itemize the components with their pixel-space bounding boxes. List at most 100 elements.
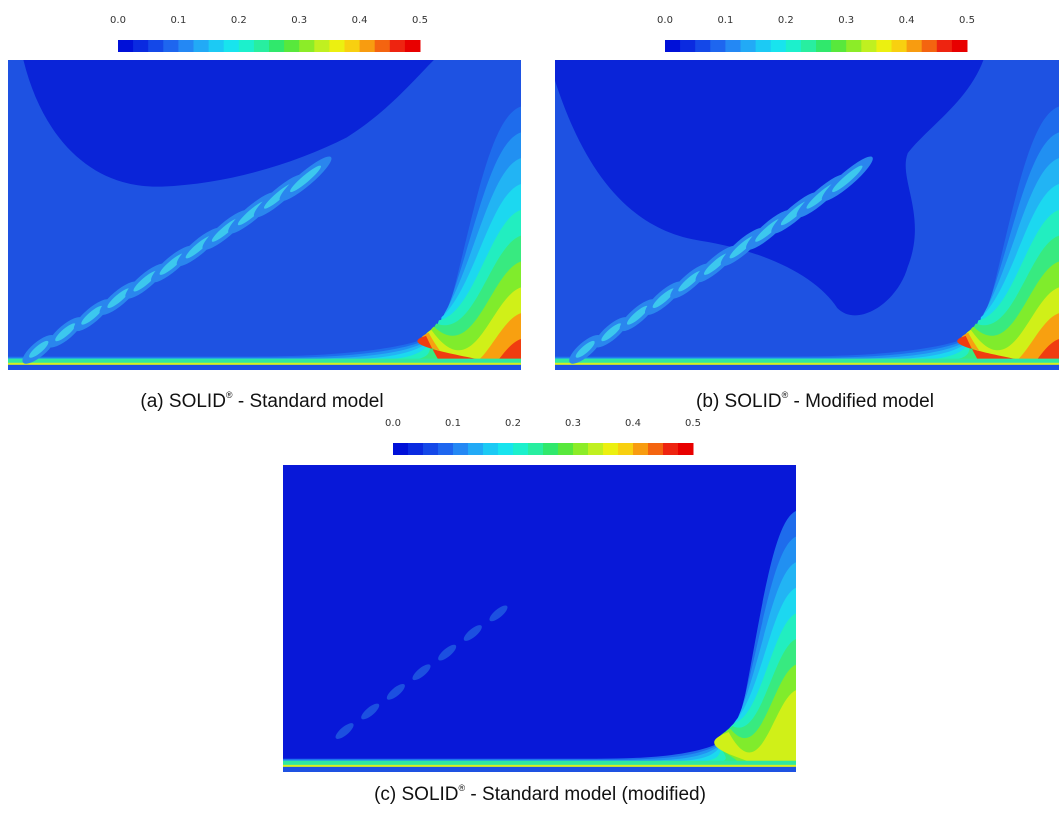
colorbar-segment (680, 40, 696, 52)
colorbar-segment (329, 40, 345, 52)
colorbar-segment (740, 40, 757, 52)
colorbar-segment (800, 40, 817, 52)
colorbar-segment (404, 40, 421, 52)
colorbar-tick-label: 0.4 (352, 15, 368, 26)
colorbar-segment (223, 40, 240, 52)
caption-rest: - Modified model (788, 391, 934, 412)
colorbar-segment (710, 40, 726, 52)
colorbar-segment (314, 40, 330, 52)
blob-core (55, 323, 76, 342)
boundary-layer (555, 364, 1059, 370)
colorbar-segment (118, 40, 134, 52)
colorbar-segment (543, 443, 559, 455)
contour-plot (8, 60, 522, 370)
colorbar-tick-label: 0.3 (291, 15, 307, 26)
colorbar-segment (208, 40, 225, 52)
colorbar-segment (558, 443, 574, 455)
colorbar-segment (921, 40, 938, 52)
colorbar-segment (618, 443, 634, 455)
colorbar-segment (951, 40, 968, 52)
caption: (a) SOLID® - Standard model (140, 390, 383, 412)
boundary-layer (8, 362, 521, 366)
colorbar-tick-label: 0.3 (565, 418, 581, 429)
blob-core (107, 288, 131, 309)
blob (463, 625, 482, 641)
colorbar-segment (344, 40, 361, 52)
colorbar-segment (269, 40, 285, 52)
blob (412, 664, 431, 681)
colorbar-segment (299, 40, 315, 52)
boundary-layer (8, 364, 521, 370)
colorbar-tick-label: 0.2 (231, 15, 247, 26)
caption-sup: ® (459, 783, 466, 793)
caption-sup: ® (226, 390, 233, 400)
caption-rest: - Standard model (modified) (465, 784, 706, 805)
colorbar-segment (148, 40, 164, 52)
colorbar-segment (498, 443, 514, 455)
contour-plot (555, 60, 1059, 370)
blob-core (703, 253, 729, 275)
blob-core (290, 165, 322, 193)
colorbar-tick-label: 0.4 (899, 15, 915, 26)
caption: (c) SOLID® - Standard model (modified) (374, 783, 706, 805)
colorbar-tick-label: 0.4 (625, 418, 641, 429)
colorbar-segment (423, 443, 439, 455)
colorbar-segment (785, 40, 802, 52)
colorbar-tick-label: 0.1 (170, 15, 186, 26)
blob-core (652, 288, 676, 309)
colorbar-segment (238, 40, 255, 52)
blob-core (601, 323, 622, 342)
low-region (23, 60, 434, 187)
field-background (283, 465, 796, 772)
panel: 0.0 0.1 0.2 0.3 0.4 0.5 (b) SOLID® - Modified … (555, 15, 1059, 412)
colorbar-segment (906, 40, 923, 52)
boundary-layer (283, 766, 796, 772)
colorbar-segment (483, 443, 499, 455)
colorbar-segment (408, 443, 424, 455)
panel: 0.0 0.1 0.2 0.3 0.4 0.5 (a) SOLID® - Standard … (8, 15, 522, 412)
colorbar-segment (665, 40, 681, 52)
colorbar-tick-label: 0.0 (385, 418, 401, 429)
colorbar-tick-label: 0.2 (778, 15, 794, 26)
blob-core (133, 270, 158, 292)
colorbar-segment (663, 443, 679, 455)
colorbar-tick-label: 0.0 (110, 15, 126, 26)
colorbar-segment (193, 40, 210, 52)
boundary-layer (283, 764, 796, 768)
colorbar-segment (284, 40, 300, 52)
colorbar-segment (528, 443, 544, 455)
colorbar-segment (831, 40, 847, 52)
colorbar-tick-label: 0.5 (685, 418, 701, 429)
colorbar-tick-label: 0.5 (959, 15, 975, 26)
colorbar-segment (695, 40, 711, 52)
colorbar-segment (163, 40, 179, 52)
colorbar-segment (374, 40, 391, 52)
contour-plot (283, 465, 797, 772)
colorbar-segment (393, 443, 409, 455)
caption-text: (a) SOLID (140, 391, 226, 412)
blob (489, 605, 508, 622)
colorbar-segment (725, 40, 741, 52)
colorbar-tick-label: 0.5 (412, 15, 428, 26)
colorbar-segment (588, 443, 604, 455)
colorbar-segment (389, 40, 406, 52)
boundary-layer (283, 760, 796, 766)
blob-core (626, 305, 649, 325)
blob-core (832, 165, 863, 193)
colorbar-segment (603, 443, 619, 455)
boundary-layer (555, 362, 1059, 366)
colorbar-segment (178, 40, 194, 52)
colorbar-segment (438, 443, 454, 455)
colorbar-segment (133, 40, 149, 52)
blob (386, 683, 405, 700)
colorbar-segment (678, 443, 694, 455)
blob-core (81, 305, 103, 325)
colorbar-segment (253, 40, 270, 52)
low-region (555, 60, 984, 316)
colorbar-tick-label: 0.1 (717, 15, 733, 26)
colorbar-segment (573, 443, 589, 455)
boundary-layer (8, 358, 521, 364)
colorbar-segment (359, 40, 376, 52)
caption-text: (b) SOLID (696, 391, 782, 412)
